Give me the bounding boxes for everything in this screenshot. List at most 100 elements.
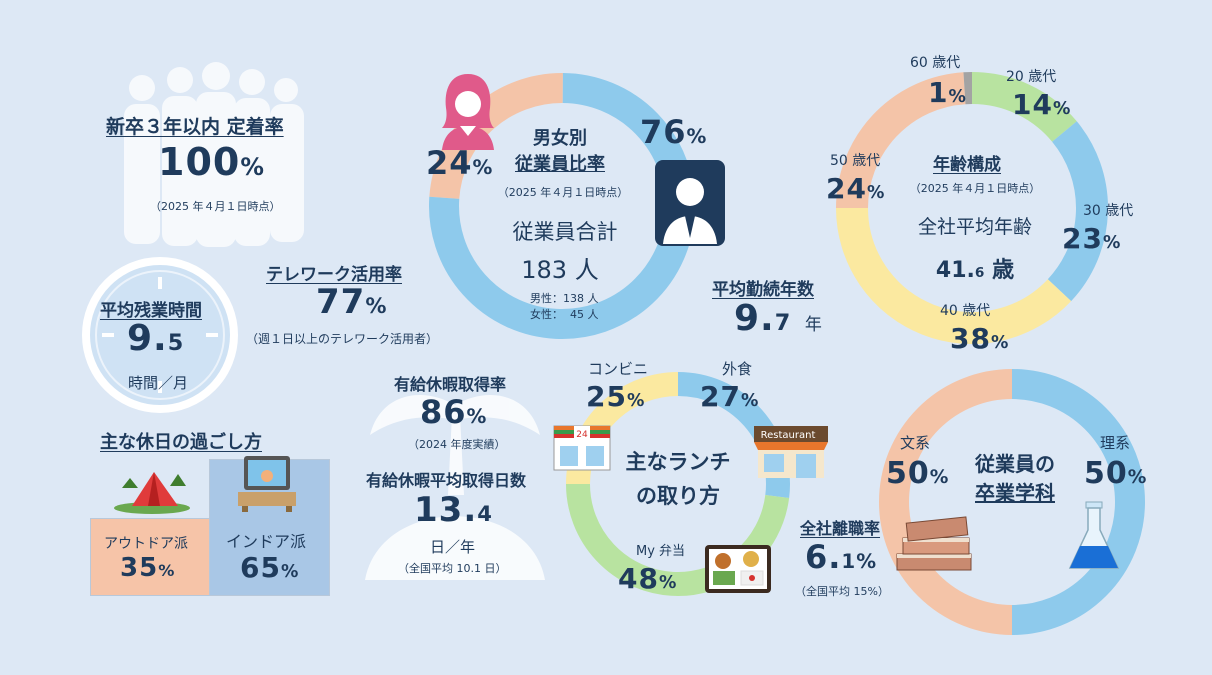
restaurant-icon: Restaurant bbox=[754, 426, 828, 478]
major-arts-number: 50 bbox=[886, 456, 930, 491]
gender-note: （2025 年４月１日時点） bbox=[497, 186, 629, 199]
age-donut-chart bbox=[836, 72, 1108, 344]
tenure-value: 9.7 年 bbox=[734, 298, 823, 339]
paid-leave-title: 有給休暇取得率 bbox=[394, 375, 507, 394]
age-avg-label: 全社平均年齢 bbox=[917, 216, 1032, 238]
age-30-label: 30 歳代 bbox=[1083, 203, 1134, 219]
paid-leave-days-value: 13.4 bbox=[414, 490, 493, 530]
turnover-value: 6.1% bbox=[805, 538, 877, 576]
tv-icon bbox=[238, 456, 296, 512]
indoor-unit: % bbox=[280, 562, 300, 582]
retention-unit: % bbox=[240, 153, 265, 181]
paid-leave-days-note: （全国平均 10.1 日） bbox=[398, 562, 507, 575]
telework-value: 77% bbox=[316, 282, 387, 322]
male-avatar-icon bbox=[655, 160, 725, 246]
turnover-unit: % bbox=[856, 550, 878, 573]
female-pct-unit: % bbox=[472, 156, 494, 179]
paid-leave-days-title: 有給休暇平均取得日数 bbox=[366, 471, 527, 490]
major-arts-unit: % bbox=[929, 467, 950, 488]
female-count: 女性： 45 人 bbox=[530, 308, 599, 321]
telework-title: テレワーク活用率 bbox=[266, 265, 402, 285]
overtime-title: 平均残業時間 bbox=[100, 301, 202, 321]
age-avg-value: 41.6 歳 bbox=[900, 252, 1050, 284]
major-slice-1 bbox=[1011, 369, 1145, 635]
age-40-label: 40 歳代 bbox=[940, 303, 991, 319]
major-arts-label: 文系 bbox=[900, 434, 931, 452]
age-50-number: 24 bbox=[826, 172, 867, 205]
telework-note: （週１日以上のテレワーク活用者） bbox=[246, 332, 439, 346]
major-slice-2 bbox=[879, 369, 1013, 635]
tent-icon bbox=[114, 472, 190, 514]
female-pct-number: 24 bbox=[426, 144, 473, 182]
turnover-number-dec: 1 bbox=[841, 550, 857, 573]
lunch-bento-number: 48 bbox=[618, 562, 659, 595]
age-avg-int: 41. bbox=[935, 258, 975, 283]
lunch-bento-unit: % bbox=[658, 573, 678, 593]
major-sci-unit: % bbox=[1127, 467, 1148, 488]
palm-tree-icon bbox=[365, 395, 545, 580]
age-slice-1 bbox=[971, 72, 1077, 143]
paid-leave-value: 86% bbox=[420, 393, 487, 431]
male-count: 男性：138 人 bbox=[530, 292, 599, 305]
indoor-label: インドア派 bbox=[226, 532, 307, 551]
major-donut-chart bbox=[879, 369, 1145, 635]
retention-title: 新卒３年以内 定着率 bbox=[106, 116, 284, 138]
lunch-conv-number: 25 bbox=[586, 380, 627, 413]
age-50-label: 50 歳代 bbox=[830, 153, 881, 169]
age-30-unit: % bbox=[1102, 233, 1122, 253]
convenience-store-icon: 24 bbox=[553, 425, 611, 471]
telework-unit: % bbox=[365, 293, 388, 318]
outdoor-value: 35% bbox=[120, 553, 175, 583]
people-silhouette-icon bbox=[124, 62, 304, 247]
age-avg-unit: 歳 bbox=[992, 258, 1015, 283]
lunch-title-line1: 主なランチ bbox=[625, 450, 731, 474]
male-pct-number: 76 bbox=[640, 113, 687, 151]
female-avatar-icon bbox=[442, 74, 494, 150]
age-30-pct: 23% bbox=[1062, 222, 1121, 255]
age-title: 年齢構成 bbox=[933, 155, 1001, 175]
total-number: 183 bbox=[521, 256, 568, 284]
male-pct-unit: % bbox=[686, 125, 708, 148]
restaurant-sign: Restaurant bbox=[761, 430, 816, 441]
gender-title-line1: 男女別 bbox=[533, 128, 587, 149]
age-note: （2025 年４月１日時点） bbox=[909, 182, 1041, 195]
age-20-pct: 14% bbox=[1012, 88, 1071, 121]
age-slice-3 bbox=[836, 207, 1072, 344]
flask-icon bbox=[1068, 501, 1120, 569]
age-40-number: 38 bbox=[950, 322, 991, 355]
turnover-title: 全社離職率 bbox=[800, 519, 881, 538]
convenience-store-sign: 24 bbox=[576, 430, 588, 440]
age-60-pct: 1% bbox=[928, 76, 967, 109]
female-pct: 24% bbox=[426, 144, 493, 182]
outdoor-number: 35 bbox=[120, 553, 159, 583]
holiday-title: 主な休日の過ごし方 bbox=[100, 432, 262, 453]
clock-icon bbox=[82, 257, 238, 413]
indoor-number: 65 bbox=[240, 551, 281, 584]
lunch-conv-pct: 25% bbox=[586, 380, 645, 413]
tenure-number-int: 9. bbox=[734, 298, 775, 339]
paid-leave-days-unit: 日／年 bbox=[430, 538, 476, 556]
retention-number: 100 bbox=[158, 140, 241, 184]
gender-title-line2: 従業員比率 bbox=[515, 154, 605, 175]
lunch-bento-label: My 弁当 bbox=[636, 544, 686, 559]
major-arts-pct: 50% bbox=[886, 456, 949, 491]
retention-value: 100% bbox=[158, 140, 265, 184]
tenure-number-dec: 7 bbox=[774, 310, 792, 336]
total-value: 183 人 bbox=[490, 250, 630, 285]
lunch-title-line2: の取り方 bbox=[636, 484, 720, 508]
tenure-title: 平均勤続年数 bbox=[712, 280, 814, 300]
lunch-conv-unit: % bbox=[626, 391, 646, 411]
overtime-number-dec: 5 bbox=[167, 330, 185, 356]
age-20-number: 14 bbox=[1012, 88, 1053, 121]
paid-leave-unit: % bbox=[466, 405, 488, 428]
age-slice-2 bbox=[1047, 121, 1108, 302]
lunch-eatout-label: 外食 bbox=[722, 360, 753, 378]
bento-box-icon bbox=[705, 545, 771, 593]
outdoor-unit: % bbox=[158, 561, 176, 580]
lunch-bento-pct: 48% bbox=[618, 562, 677, 595]
paid-leave-number: 86 bbox=[420, 393, 467, 431]
age-60-label: 60 歳代 bbox=[910, 55, 961, 71]
major-title-line2: 卒業学科 bbox=[975, 481, 1055, 505]
outdoor-label: アウトドア派 bbox=[104, 536, 188, 552]
age-20-label: 20 歳代 bbox=[1006, 69, 1057, 85]
